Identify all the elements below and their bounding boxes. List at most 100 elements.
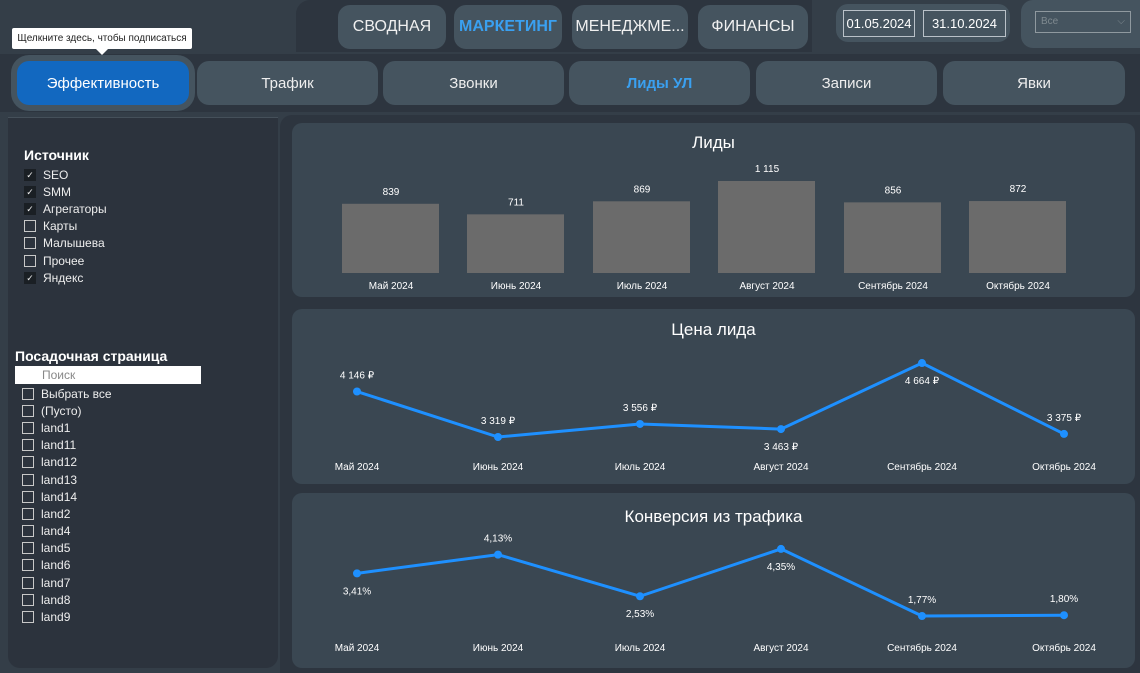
checkbox[interactable] — [22, 576, 34, 589]
conversion-point[interactable] — [1060, 611, 1068, 620]
tab-records[interactable]: Записи — [756, 61, 937, 105]
conversion-point[interactable] — [353, 569, 361, 578]
checkbox[interactable] — [22, 559, 34, 572]
price-point[interactable] — [494, 433, 502, 441]
landing-option[interactable]: land6 — [22, 557, 112, 574]
price-point[interactable] — [636, 419, 644, 428]
filter-dropdown[interactable]: Все ⌵ — [1035, 11, 1131, 33]
date-to-input[interactable]: 31.10.2024 — [923, 10, 1006, 37]
subscribe-tooltip[interactable]: Щелкните здесь, чтобы подписаться — [12, 28, 192, 55]
option-label: Выбрать все — [41, 386, 112, 401]
source-option[interactable]: Прочее — [24, 252, 107, 269]
option-label: land11 — [41, 438, 77, 453]
bar[interactable] — [342, 203, 439, 273]
x-tick-label: Август 2024 — [753, 643, 809, 654]
landing-option[interactable]: land12 — [22, 454, 112, 471]
landing-option[interactable]: land4 — [22, 523, 112, 540]
option-label: land4 — [41, 524, 71, 539]
landing-option[interactable]: land8 — [22, 591, 112, 608]
checkbox[interactable] — [22, 542, 34, 555]
landing-option[interactable]: land13 — [22, 471, 112, 488]
checkbox[interactable] — [24, 237, 36, 250]
source-option[interactable]: ✓ Яндекс — [24, 269, 107, 286]
source-option[interactable]: ✓ SEO — [24, 166, 107, 183]
conversion-value-label: 3,41% — [343, 586, 371, 597]
checkbox[interactable] — [24, 220, 36, 233]
price-value-label: 3 319 ₽ — [481, 416, 516, 427]
landing-option[interactable]: land7 — [22, 574, 112, 591]
checkbox[interactable] — [22, 421, 34, 434]
filter-panel: Источник ✓ SEO ✓ SMM ✓ Агрегаторы Карты Малышев… — [8, 117, 278, 668]
x-tick-label: Май 2024 — [335, 462, 380, 473]
landing-option[interactable]: land5 — [22, 540, 112, 557]
source-option[interactable]: Карты — [24, 218, 107, 235]
x-tick-label: Октябрь 2024 — [1032, 642, 1096, 654]
checkbox[interactable]: ✓ — [24, 168, 36, 181]
checkbox[interactable]: ✓ — [24, 271, 36, 284]
source-option[interactable]: ✓ SMM — [24, 183, 107, 200]
price-point[interactable] — [1060, 429, 1068, 438]
landing-option[interactable]: land1 — [22, 419, 112, 436]
nav-finance[interactable]: ФИНАНСЫ — [698, 5, 808, 49]
checkbox[interactable]: ✓ — [24, 202, 36, 215]
bar[interactable] — [467, 214, 564, 273]
checkbox[interactable] — [22, 611, 34, 624]
source-option[interactable]: Малышева — [24, 235, 107, 252]
tab-visits[interactable]: Явки — [943, 61, 1125, 105]
conversion-point[interactable] — [918, 612, 926, 620]
bar[interactable] — [593, 201, 690, 273]
price-point[interactable] — [777, 425, 785, 434]
bar[interactable] — [718, 181, 815, 273]
source-filter-list: ✓ SEO ✓ SMM ✓ Агрегаторы Карты Малышева Прочее ✓ Я… — [24, 166, 107, 286]
x-tick-label: Октябрь 2024 — [986, 280, 1050, 292]
price-point[interactable] — [918, 359, 926, 368]
checkbox[interactable] — [22, 439, 34, 452]
nav-marketing[interactable]: МАРКЕТИНГ — [454, 5, 562, 49]
landing-option[interactable]: (Пусто) — [22, 402, 112, 419]
checkbox[interactable] — [22, 473, 34, 486]
bar[interactable] — [844, 202, 941, 273]
tab-effectiveness[interactable]: Эффективность — [17, 61, 189, 105]
conversion-point[interactable] — [777, 544, 785, 553]
conversion-point[interactable] — [636, 592, 644, 601]
checkbox[interactable] — [22, 593, 34, 606]
bar-value-label: 839 — [383, 187, 400, 198]
date-from-input[interactable]: 01.05.2024 — [843, 10, 915, 37]
lead-price-chart-title: Цена лида — [671, 320, 756, 339]
price-point[interactable] — [353, 387, 361, 396]
tab-leads-ul[interactable]: Лиды УЛ — [569, 61, 750, 105]
option-label: land6 — [41, 558, 71, 573]
date-range: 01.05.2024 31.10.2024 — [836, 4, 1010, 42]
landing-option[interactable]: land14 — [22, 488, 112, 505]
tab-calls[interactable]: Звонки — [383, 61, 564, 105]
bar[interactable] — [969, 201, 1066, 273]
conversion-value-label: 2,53% — [626, 609, 654, 620]
bar-value-label: 1 115 — [755, 164, 780, 175]
checkbox[interactable] — [24, 254, 36, 267]
conversion-value-label: 4,35% — [767, 562, 795, 573]
landing-option[interactable]: Выбрать все — [22, 385, 112, 402]
checkbox[interactable]: ✓ — [24, 185, 36, 198]
source-option[interactable]: ✓ Агрегаторы — [24, 200, 107, 217]
checkbox[interactable] — [22, 507, 34, 520]
checkbox[interactable] — [22, 490, 34, 503]
landing-filter-title: Посадочная страница — [15, 348, 168, 364]
landing-option[interactable]: land2 — [22, 505, 112, 522]
tab-traffic[interactable]: Трафик — [197, 61, 378, 105]
checkbox[interactable] — [22, 525, 34, 538]
landing-option[interactable]: land9 — [22, 608, 112, 625]
checkbox[interactable] — [22, 456, 34, 469]
source-filter-title: Источник — [24, 147, 89, 163]
checkbox[interactable] — [22, 387, 34, 400]
x-tick-label: Июль 2024 — [615, 462, 666, 473]
checkbox[interactable] — [22, 404, 34, 417]
conversion-point[interactable] — [494, 550, 502, 559]
option-label: Яндекс — [43, 270, 84, 285]
x-tick-label: Июнь 2024 — [491, 281, 542, 292]
x-tick-label: Июнь 2024 — [473, 462, 524, 473]
landing-search-input[interactable]: Поиск — [15, 366, 201, 384]
chevron-down-icon: ⌵ — [1117, 16, 1125, 27]
nav-management[interactable]: МЕНЕДЖМЕ... — [572, 5, 688, 49]
landing-option[interactable]: land11 — [22, 437, 112, 454]
nav-svodnaya[interactable]: СВОДНАЯ — [338, 5, 446, 49]
